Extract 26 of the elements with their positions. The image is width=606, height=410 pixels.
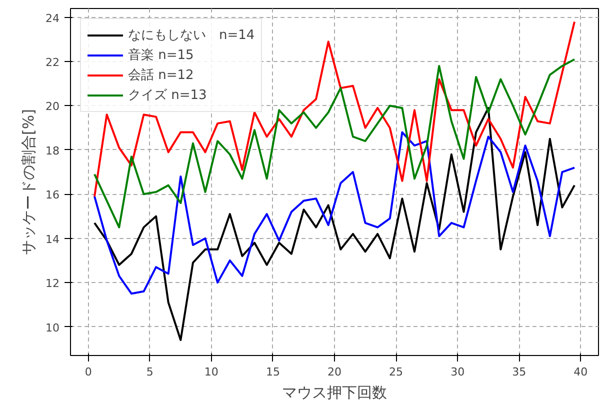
x-tick-label: 30 [450,366,465,378]
y-tick-label: 14 [46,232,60,246]
x-tick-label: 35 [512,366,526,378]
line-series [94,131,576,295]
x-tick-label: 5 [146,366,154,378]
x-tick-label: 20 [328,366,342,378]
y-tick-label: 10 [46,321,60,334]
legend-label: なにもしない n=14 [128,27,255,44]
x-tick-label: 0 [84,366,92,378]
x-axis-title: マウス押下回数 [282,384,387,402]
legend-label: 会話 n=12 [128,67,194,84]
y-tick-label: 16 [46,188,60,202]
line-series [94,20,576,198]
legend-label: 音楽 n=15 [128,47,194,64]
x-tick-label: 40 [574,366,588,378]
x-tick-label: 15 [266,366,280,378]
y-tick-label: 22 [46,56,60,70]
line-series [94,106,576,342]
y-tick-label: 12 [46,277,60,290]
y-tick-label: 20 [46,100,60,114]
x-tick-label: 25 [389,366,404,378]
x-tick-label: 10 [204,366,218,378]
y-tick-label: 24 [46,12,60,25]
legend-label: クイズ n=13 [128,87,207,104]
y-axis-title: サッケードの割合[%] [20,109,38,255]
y-tick-label: 18 [46,144,60,158]
